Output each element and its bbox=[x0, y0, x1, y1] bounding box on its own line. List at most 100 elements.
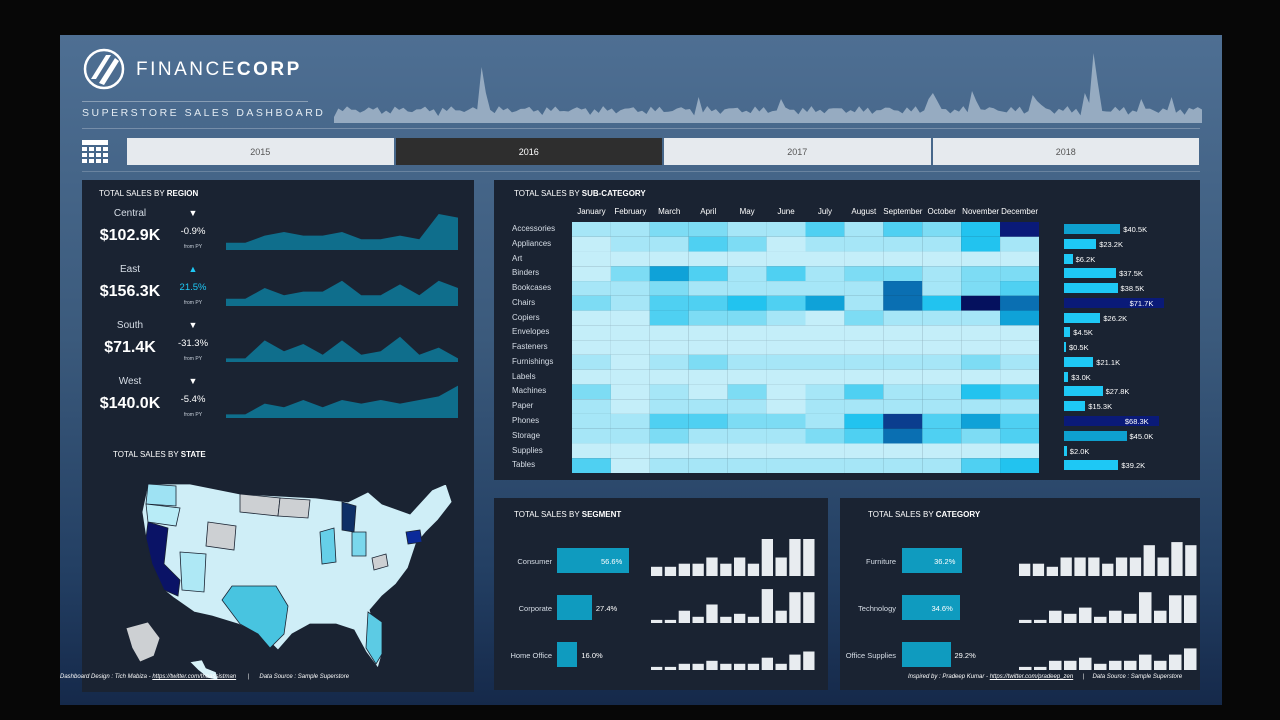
subcategory-bar[interactable] bbox=[1064, 401, 1086, 412]
heatmap-cell bbox=[649, 428, 689, 444]
heatmap-cell bbox=[572, 222, 611, 237]
subcategory-bar[interactable] bbox=[1064, 283, 1118, 294]
monthly-bar bbox=[761, 589, 773, 623]
year-button-2015[interactable]: 2015 bbox=[127, 138, 394, 165]
subcategory-label: Accessories bbox=[512, 224, 556, 233]
subcategory-label: Storage bbox=[512, 430, 541, 440]
row-label: Home Office bbox=[510, 651, 552, 660]
heatmap-cell bbox=[572, 281, 611, 296]
us-state-map[interactable] bbox=[120, 472, 456, 684]
subcategory-bar[interactable] bbox=[1064, 430, 1127, 441]
subcategory-bar[interactable] bbox=[1064, 327, 1071, 338]
region-state-panel: TOTAL SALES BY REGION Central $102.9K ▼ -0.… bbox=[82, 180, 474, 692]
subcategory-bar-label: $0.5K bbox=[1069, 343, 1089, 353]
subcategory-bar[interactable] bbox=[1064, 445, 1067, 456]
monthly-bars bbox=[651, 539, 815, 576]
subcategory-bar[interactable] bbox=[1064, 371, 1069, 382]
monthly-bar bbox=[720, 663, 732, 670]
heatmap-cell bbox=[727, 310, 767, 326]
subcategory-bar-label: $45.0K bbox=[1129, 431, 1154, 441]
arrow-up-icon: ▲ bbox=[188, 264, 198, 274]
region-sales-value: $102.9K bbox=[99, 227, 161, 244]
monthly-bars bbox=[1019, 592, 1197, 623]
region-sparkline bbox=[226, 385, 458, 418]
subcategory-label: Labels bbox=[512, 371, 536, 381]
monthly-bar bbox=[664, 566, 677, 576]
monthly-bar bbox=[1079, 607, 1092, 623]
monthly-bar bbox=[706, 660, 718, 670]
subcategory-bar[interactable] bbox=[1064, 356, 1094, 367]
heatmap-cell bbox=[883, 354, 923, 370]
share-bar[interactable] bbox=[557, 595, 592, 620]
share-bar[interactable] bbox=[557, 548, 629, 573]
heatmap-cell bbox=[688, 251, 728, 267]
heatmap-cell bbox=[883, 251, 923, 267]
subcategory-bar[interactable] bbox=[1064, 297, 1164, 308]
month-header: February bbox=[614, 207, 647, 216]
subcategory-bar[interactable] bbox=[1064, 312, 1101, 323]
arrow-down-icon: ▼ bbox=[188, 320, 198, 330]
region-change-pct: 21.5% bbox=[179, 282, 207, 293]
heatmap-cell bbox=[883, 295, 923, 311]
header-sales-sparkline bbox=[334, 53, 1202, 123]
year-button-2017[interactable]: 2017 bbox=[664, 138, 931, 165]
monthly-bar bbox=[1060, 557, 1072, 576]
subcategory-bar[interactable] bbox=[1064, 342, 1066, 353]
month-header: November bbox=[962, 207, 1000, 216]
heatmap-cell bbox=[727, 340, 767, 355]
monthly-bar bbox=[651, 666, 663, 670]
subcategory-label: Fasteners bbox=[512, 342, 548, 352]
heatmap-cell bbox=[688, 281, 728, 296]
monthly-bar bbox=[1169, 654, 1182, 670]
share-bar[interactable] bbox=[902, 642, 951, 667]
subcategory-label: Copiers bbox=[512, 312, 540, 322]
subcategory-bar[interactable] bbox=[1064, 238, 1097, 249]
heatmap-cell bbox=[805, 295, 845, 311]
monthly-bar bbox=[761, 539, 773, 576]
region-sparkline bbox=[226, 214, 458, 250]
financecorp-logo-icon bbox=[83, 48, 125, 90]
heatmap-cell bbox=[1000, 295, 1039, 311]
subcategory-bar[interactable] bbox=[1064, 268, 1117, 279]
state-new-york bbox=[405, 529, 423, 545]
heatmap-cell bbox=[922, 369, 962, 385]
year-button-2016[interactable]: 2016 bbox=[395, 138, 662, 165]
footer-design-link[interactable]: https://twitter.com/theassistman bbox=[152, 674, 237, 680]
subcategory-bar-label: $68.3K bbox=[1124, 416, 1149, 426]
heatmap-cell bbox=[922, 384, 962, 400]
share-bar[interactable] bbox=[902, 548, 963, 573]
heatmap-cell bbox=[649, 458, 689, 473]
footer-inspired-link[interactable]: https://twitter.com/pradeep_zen bbox=[989, 674, 1074, 680]
heatmap-cell bbox=[649, 281, 689, 296]
monthly-bar bbox=[1102, 563, 1114, 576]
heatmap-cell bbox=[961, 310, 1001, 326]
heatmap-cell bbox=[1000, 354, 1039, 370]
monthly-bar bbox=[1064, 660, 1077, 670]
share-bar[interactable] bbox=[557, 642, 578, 667]
monthly-bar bbox=[747, 563, 760, 576]
monthly-bar bbox=[1019, 666, 1032, 670]
region-sparkline bbox=[226, 280, 458, 306]
monthly-bars bbox=[1019, 648, 1197, 670]
heatmap-cell bbox=[572, 236, 611, 252]
monthly-bar bbox=[1154, 610, 1167, 623]
heatmap-cell bbox=[883, 413, 923, 429]
heatmap-cell bbox=[844, 354, 884, 370]
heatmap-cell bbox=[922, 281, 962, 296]
subcategory-bar[interactable] bbox=[1064, 224, 1121, 234]
monthly-bar bbox=[775, 610, 787, 623]
monthly-bar bbox=[651, 566, 663, 576]
subcategory-bar[interactable] bbox=[1064, 415, 1159, 426]
subcategory-label: Phones bbox=[512, 415, 540, 425]
subcategory-bar[interactable] bbox=[1064, 386, 1103, 397]
share-bar[interactable] bbox=[902, 595, 960, 620]
monthly-bar bbox=[775, 663, 787, 670]
subcategory-bar[interactable] bbox=[1064, 460, 1119, 471]
subcategory-month-heatmap[interactable] bbox=[572, 222, 1039, 473]
subcategory-bar[interactable] bbox=[1064, 253, 1073, 264]
heatmap-cell bbox=[1000, 266, 1039, 282]
monthly-bar bbox=[1139, 592, 1152, 623]
heatmap-cell bbox=[766, 325, 806, 341]
heatmap-cell bbox=[688, 458, 728, 473]
year-button-2018[interactable]: 2018 bbox=[932, 138, 1199, 165]
